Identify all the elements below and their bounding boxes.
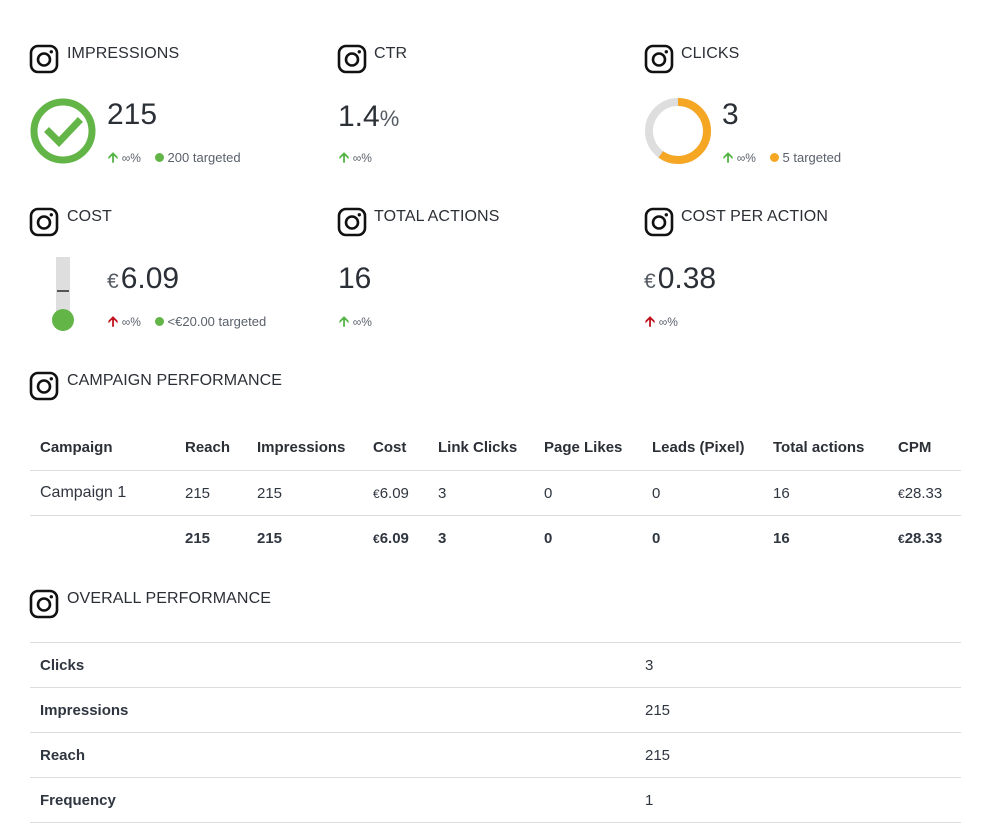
overall-value: 1 bbox=[635, 777, 961, 823]
total-total-actions: 16 bbox=[763, 515, 888, 560]
overall-value: 3 bbox=[635, 642, 961, 688]
clicks-progress-ring bbox=[645, 98, 711, 164]
col-total-actions[interactable]: Total actions bbox=[773, 438, 865, 456]
overall-label: Frequency bbox=[30, 777, 635, 823]
status-dot bbox=[154, 153, 164, 162]
cost-value: €6.09 bbox=[107, 262, 180, 295]
instagram-icon bbox=[644, 44, 674, 74]
total-link-clicks: 3 bbox=[428, 515, 534, 560]
clicks-target: 5 targeted bbox=[782, 150, 842, 165]
overall-label: Impressions bbox=[30, 687, 635, 733]
arrow-up-icon: 🡩 bbox=[339, 149, 350, 165]
ctr-value: 1.4% bbox=[338, 100, 400, 133]
impressions-value: 215 bbox=[107, 98, 158, 131]
cost-thermometer bbox=[52, 257, 74, 331]
instagram-icon bbox=[337, 207, 367, 237]
instagram-icon bbox=[29, 44, 59, 74]
arrow-up-icon: 🡩 bbox=[108, 313, 119, 329]
total-actions-title: TOTAL ACTIONS bbox=[374, 208, 500, 225]
cell-page-likes: 0 bbox=[534, 470, 642, 516]
impressions-title: IMPRESSIONS bbox=[67, 45, 180, 62]
cell-total-actions: 16 bbox=[763, 470, 888, 516]
col-cost[interactable]: Cost bbox=[373, 438, 407, 456]
clicks-change: 🡩 ∞% 5 targeted bbox=[723, 149, 842, 165]
col-reach[interactable]: Reach bbox=[185, 438, 231, 456]
cell-leads: 0 bbox=[642, 470, 763, 516]
cost-per-action-value: €0.38 bbox=[644, 262, 717, 295]
arrow-up-icon: 🡩 bbox=[108, 149, 119, 165]
overall-label: Reach bbox=[30, 732, 635, 778]
ctr-title: CTR bbox=[374, 45, 408, 62]
table-row: Impressions 215 bbox=[30, 687, 961, 733]
col-link-clicks[interactable]: Link Clicks bbox=[438, 438, 518, 456]
total-impressions: 215 bbox=[247, 515, 363, 560]
col-impressions[interactable]: Impressions bbox=[257, 438, 346, 456]
overall-label: Clicks bbox=[30, 642, 635, 688]
cell-reach: 215 bbox=[175, 470, 247, 516]
instagram-icon bbox=[337, 44, 367, 74]
total-reach: 215 bbox=[175, 515, 247, 560]
col-page-likes[interactable]: Page Likes bbox=[544, 438, 623, 456]
arrow-up-icon: 🡩 bbox=[339, 313, 350, 329]
cost-target: <€20.00 targeted bbox=[167, 314, 267, 329]
status-dot bbox=[769, 153, 779, 162]
cell-impressions: 215 bbox=[247, 470, 363, 516]
col-campaign[interactable]: Campaign bbox=[40, 438, 113, 456]
table-row: Reach 215 bbox=[30, 732, 961, 778]
table-row: Campaign 1 215 215 €6.09 3 0 0 16 €28.33 bbox=[30, 470, 961, 516]
cell-campaign[interactable]: Campaign 1 bbox=[30, 470, 175, 516]
overall-value: 215 bbox=[635, 687, 961, 733]
total-actions-value: 16 bbox=[338, 262, 372, 295]
col-cpm[interactable]: CPM bbox=[898, 438, 932, 456]
table-row: Clicks 3 bbox=[30, 642, 961, 688]
total-cost: €6.09 bbox=[363, 515, 428, 560]
arrow-up-icon: 🡩 bbox=[723, 149, 734, 165]
instagram-icon bbox=[29, 371, 59, 401]
overall-performance-title: OVERALL PERFORMANCE bbox=[67, 590, 272, 607]
clicks-progress-arc bbox=[645, 98, 711, 164]
cell-cost: €6.09 bbox=[363, 470, 428, 516]
campaign-table: Campaign Reach Impressions Cost Link Cli… bbox=[30, 424, 961, 560]
cell-cpm: €28.33 bbox=[888, 470, 961, 516]
clicks-value: 3 bbox=[722, 98, 739, 131]
instagram-icon bbox=[29, 589, 59, 619]
instagram-icon bbox=[644, 207, 674, 237]
cost-per-action-change: 🡩 ∞% bbox=[645, 313, 678, 329]
instagram-icon bbox=[29, 207, 59, 237]
total-cpm: €28.33 bbox=[888, 515, 961, 560]
cell-link-clicks: 3 bbox=[428, 470, 534, 516]
table-total-row: 215 215 €6.09 3 0 0 16 €28.33 bbox=[30, 515, 961, 560]
arrow-up-icon: 🡩 bbox=[645, 313, 656, 329]
status-dot bbox=[154, 317, 164, 326]
total-leads: 0 bbox=[642, 515, 763, 560]
cost-change: 🡩 ∞% <€20.00 targeted bbox=[108, 313, 267, 329]
impressions-change: 🡩 ∞% 200 targeted bbox=[108, 149, 241, 165]
col-leads[interactable]: Leads (Pixel) bbox=[652, 438, 745, 456]
overall-table: Clicks 3 Impressions 215 Reach 215 Frequ… bbox=[30, 642, 961, 823]
table-row: Frequency 1 bbox=[30, 777, 961, 823]
cost-per-action-title: COST PER ACTION bbox=[681, 208, 829, 225]
cost-title: COST bbox=[67, 208, 112, 225]
total-actions-change: 🡩 ∞% bbox=[339, 313, 372, 329]
impressions-target: 200 targeted bbox=[167, 150, 241, 165]
ctr-change: 🡩 ∞% bbox=[339, 149, 372, 165]
table-header-row: Campaign Reach Impressions Cost Link Cli… bbox=[30, 424, 961, 471]
campaign-performance-title: CAMPAIGN PERFORMANCE bbox=[67, 372, 283, 389]
overall-value: 215 bbox=[635, 732, 961, 778]
check-icon bbox=[30, 98, 96, 164]
clicks-title: CLICKS bbox=[681, 45, 740, 62]
total-page-likes: 0 bbox=[534, 515, 642, 560]
